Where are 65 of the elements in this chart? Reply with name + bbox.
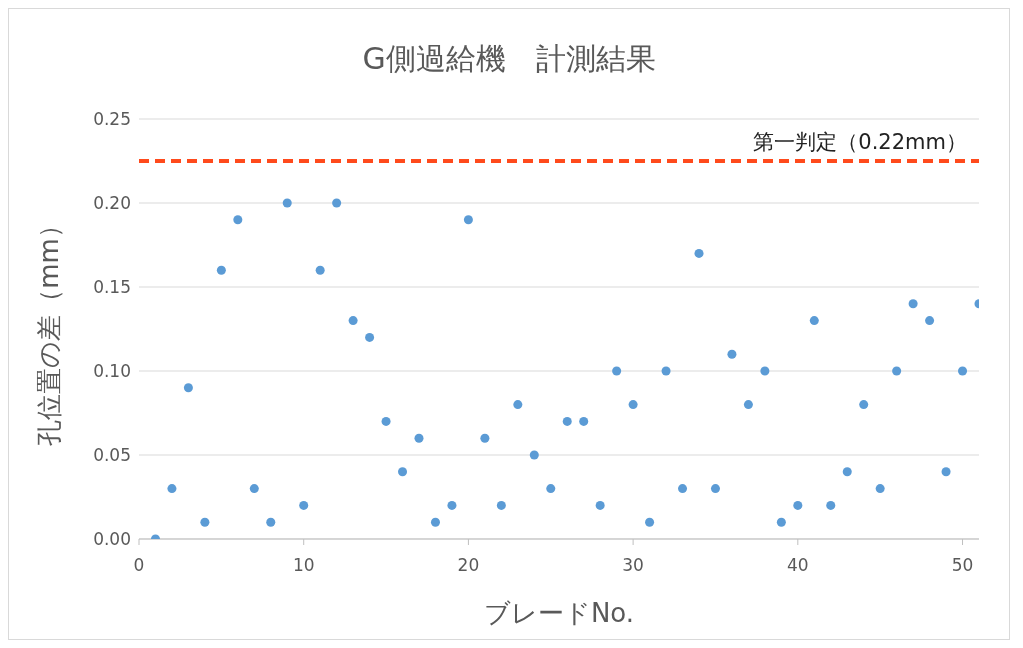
point [266,517,276,527]
point [694,248,704,258]
ref-line-label: 第一判定（0.22mm） [753,130,967,154]
point [710,484,720,494]
point [249,484,259,494]
point [875,484,885,494]
point [365,332,375,342]
x-tick-label: 10 [292,555,315,576]
point [842,467,852,477]
point [562,416,572,426]
point [430,517,440,527]
point [776,517,786,527]
point [480,433,490,443]
point [282,198,292,208]
point [628,400,638,410]
point [809,316,819,326]
point [529,450,539,460]
point [299,500,309,510]
point [496,500,506,510]
x-tick-label: 20 [457,555,480,576]
point [463,215,473,225]
point [233,215,243,225]
point [859,400,869,410]
point [743,400,753,410]
point [513,400,523,410]
point [892,366,902,376]
point [678,484,688,494]
point [167,484,177,494]
point [216,265,226,275]
point [727,349,737,359]
x-tick-label: 30 [622,555,644,576]
point [941,467,951,477]
point [661,366,671,376]
point [315,265,325,275]
point [826,500,836,510]
point [414,433,424,443]
point [546,484,556,494]
point [579,416,589,426]
point [908,299,918,309]
chart-title: G側過給機 計測結果 [361,40,657,78]
point [398,467,408,477]
x-tick-label: 50 [951,555,974,576]
point [200,517,210,527]
point [760,366,770,376]
point [332,198,342,208]
x-axis-title: ブレードNo. [483,598,635,629]
x-tick-label: 0 [133,555,145,576]
y-tick-label: 0.05 [93,445,131,466]
point [183,383,193,393]
point [793,500,803,510]
point [958,366,968,376]
point [348,316,358,326]
point [595,500,605,510]
x-tick-label: 40 [787,555,809,576]
point [447,500,457,510]
y-tick-label: 0.20 [93,193,131,214]
point [381,416,391,426]
y-axis-title: 孔位置の差（mm） [34,212,65,446]
y-tick-label: 0.25 [93,109,131,130]
point [612,366,622,376]
y-tick-label: 0.15 [93,277,131,298]
point [645,517,655,527]
y-tick-label: 0.10 [93,361,131,382]
y-tick-label: 0.00 [93,529,131,550]
point [925,316,935,326]
